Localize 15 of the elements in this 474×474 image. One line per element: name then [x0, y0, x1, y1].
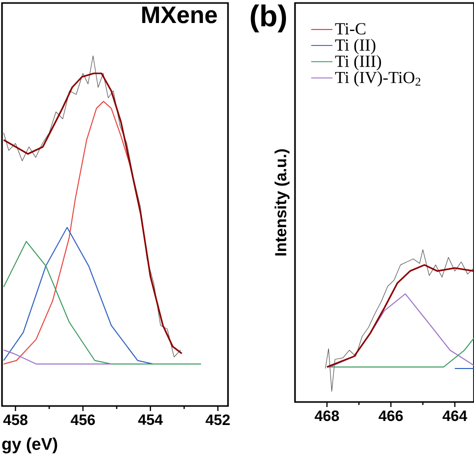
- chart-title: MXene: [142, 6, 217, 24]
- chart-title: (b): [250, 4, 286, 32]
- legend-label: Ti (III): [335, 55, 381, 70]
- y-axis-title: Intensity (a.u.): [274, 149, 290, 256]
- x-tick-label: 456: [70, 414, 95, 426]
- x-tick-label: 458: [3, 414, 28, 426]
- legend-label: Ti-C: [335, 23, 366, 35]
- x-axis-title: gy (eV): [2, 438, 58, 454]
- x-tick-label: 464: [442, 410, 468, 422]
- legend-label: Ti (IV)-TiO$_{2}$: [335, 71, 420, 87]
- x-tick-label: 452: [206, 414, 230, 426]
- x-tick-label: 468: [314, 410, 339, 422]
- x-tick-label: 454: [138, 414, 163, 425]
- x-tick-label: 466: [378, 410, 403, 422]
- legend-label: Ti (II): [335, 38, 376, 54]
